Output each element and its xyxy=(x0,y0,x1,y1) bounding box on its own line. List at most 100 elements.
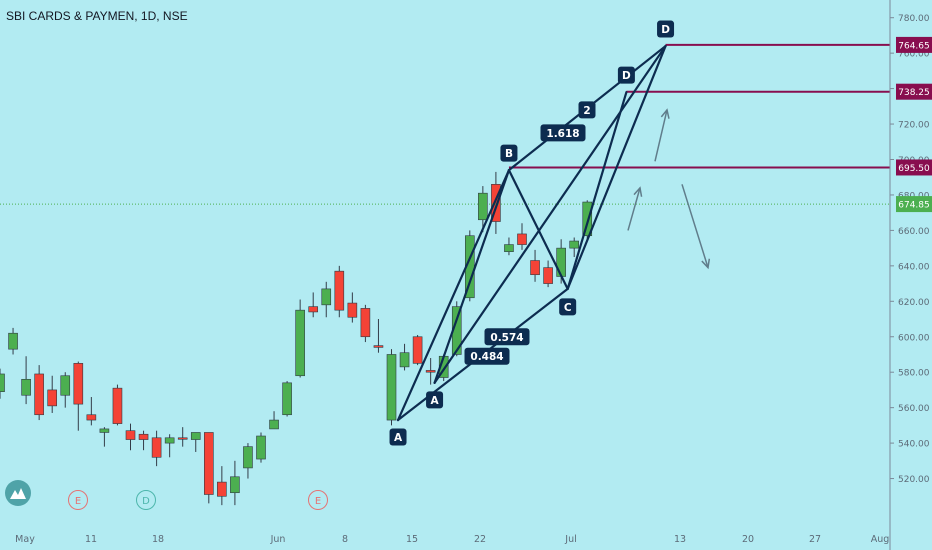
x-axis-ticks: May 11 18 Jun 8 15 22 Jul 13 20 27 Aug xyxy=(15,534,889,545)
candle-body xyxy=(491,184,501,222)
price-levels xyxy=(0,43,890,205)
price-tag-bg xyxy=(896,83,932,100)
candle-body xyxy=(373,345,384,348)
arrow-shaft xyxy=(681,184,709,268)
point-label: A xyxy=(389,428,407,446)
ratio-label: 0.484 xyxy=(464,347,510,365)
projection-arrows xyxy=(627,108,711,270)
candle-body xyxy=(177,437,188,440)
event-marker[interactable]: E xyxy=(308,490,328,510)
point-label: D xyxy=(657,20,675,38)
candle xyxy=(99,427,110,447)
candle xyxy=(425,358,436,385)
price-tag: 738.25 xyxy=(896,83,932,100)
x-tick-label: 15 xyxy=(406,534,418,545)
projection-arrow xyxy=(681,184,711,270)
event-marker-circle xyxy=(136,490,156,510)
event-marker-text: E xyxy=(75,496,81,507)
price-tag-text: 738.25 xyxy=(898,88,930,98)
candle-body xyxy=(543,267,553,284)
point-label: B xyxy=(500,144,518,162)
y-tick-label: 560.00 xyxy=(898,404,930,414)
candle xyxy=(386,349,397,426)
candle-body xyxy=(334,270,345,311)
candle-body xyxy=(478,192,488,221)
point-label-bg xyxy=(559,298,577,316)
candle xyxy=(230,460,240,506)
price-tag-bg xyxy=(896,196,932,213)
candle xyxy=(530,249,540,282)
point-label-text: B xyxy=(505,148,513,160)
y-tick-label: 640.00 xyxy=(898,262,930,272)
projection-arrow xyxy=(627,186,643,231)
event-marker[interactable]: E xyxy=(68,490,88,510)
candle xyxy=(151,430,162,467)
candle-body xyxy=(347,302,358,318)
candle-body xyxy=(60,375,71,396)
candle-body xyxy=(504,244,514,252)
candle xyxy=(491,171,501,234)
candle xyxy=(412,334,423,366)
tradingview-logo[interactable] xyxy=(5,480,31,506)
x-tick-label: 27 xyxy=(809,534,821,545)
y-tick-label: 720.00 xyxy=(898,121,930,131)
ratio-label: 0.574 xyxy=(484,328,530,346)
point-label-text: A xyxy=(394,432,403,444)
candle-body xyxy=(47,389,58,407)
candle-body xyxy=(86,414,97,421)
x-tick-label: Jul xyxy=(564,534,576,545)
projection-arrow xyxy=(654,108,670,162)
event-marker-circle xyxy=(68,490,88,510)
price-axis[interactable] xyxy=(890,0,932,550)
candle xyxy=(21,356,31,405)
candle xyxy=(60,372,71,408)
candle xyxy=(360,304,371,343)
candle xyxy=(399,343,410,371)
candle-body xyxy=(582,201,593,237)
candle xyxy=(8,327,18,355)
candle-body xyxy=(243,446,253,469)
point-label-bg xyxy=(426,391,444,409)
candle xyxy=(243,443,253,479)
candle xyxy=(112,384,123,426)
price-tag: 674.85 xyxy=(896,196,932,213)
candle xyxy=(269,411,279,430)
arrow-shaft xyxy=(627,187,641,231)
candle-body xyxy=(425,370,436,373)
event-marker-text: D xyxy=(142,496,150,507)
event-marker[interactable]: D xyxy=(136,490,156,510)
point-label-text: D xyxy=(622,70,631,82)
candle xyxy=(569,237,580,257)
price-tag-bg xyxy=(896,36,932,53)
candle-body xyxy=(556,247,566,277)
candle-body xyxy=(0,373,5,392)
candle-body xyxy=(517,233,527,245)
ratio-label-text: 1.618 xyxy=(546,128,579,140)
candle-body xyxy=(99,428,110,433)
candle xyxy=(295,299,305,378)
price-tag: 764.65 xyxy=(896,36,932,53)
candle-body xyxy=(73,363,84,405)
ratio-label-bg xyxy=(464,347,510,365)
x-tick-label: 11 xyxy=(85,534,97,545)
candle xyxy=(177,427,188,447)
chart-title: SBI CARDS & PAYMEN, 1D, NSE xyxy=(6,9,188,23)
candle xyxy=(308,292,319,318)
point-label-bg xyxy=(617,66,635,84)
candle xyxy=(256,432,266,463)
candle-body xyxy=(412,336,423,364)
candle-body xyxy=(21,378,31,396)
candle xyxy=(347,292,358,323)
candle-body xyxy=(151,437,162,458)
candle-body xyxy=(321,288,332,306)
candle-body xyxy=(308,306,319,313)
ratio-label-text: 2 xyxy=(583,105,590,117)
point-label-text: A xyxy=(430,395,439,407)
candle-body xyxy=(112,387,123,424)
point-label: C xyxy=(559,298,577,316)
y-tick-label: 520.00 xyxy=(898,475,930,485)
candle xyxy=(204,432,214,504)
pattern-line xyxy=(396,169,511,422)
